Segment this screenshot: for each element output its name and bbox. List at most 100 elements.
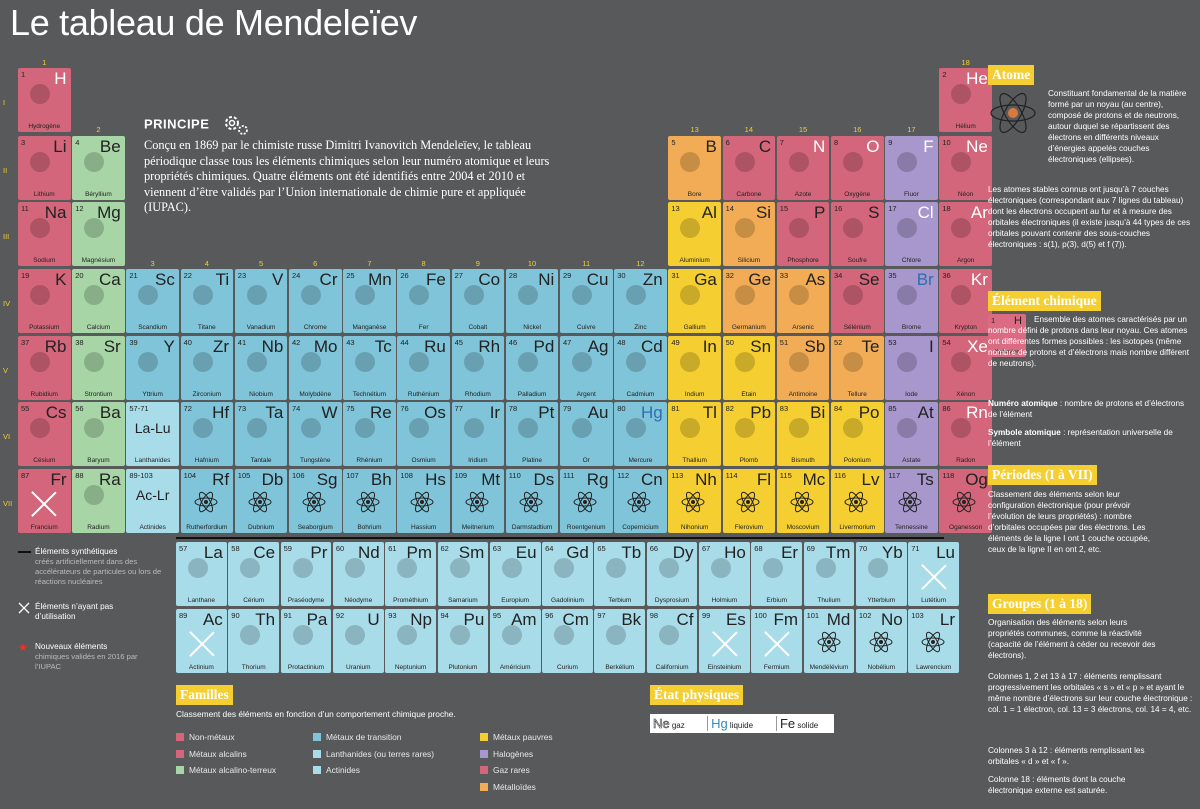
element-ba[interactable]: 56 Ba Baryum bbox=[72, 402, 125, 466]
element-er[interactable]: 68 Er Erbium bbox=[751, 542, 803, 606]
element-cn[interactable]: 112 Cn Copernicium bbox=[614, 469, 667, 533]
element-n[interactable]: 7 N Azote bbox=[776, 136, 830, 200]
element-na[interactable]: 11 Na Sodium bbox=[18, 202, 71, 266]
element-zr[interactable]: 40 Zr Zirconium bbox=[180, 336, 234, 400]
element-np[interactable]: 93 Np Neptunium bbox=[385, 609, 436, 673]
element-s[interactable]: 16 S Soufre bbox=[831, 202, 884, 266]
element-rh[interactable]: 45 Rh Rhodium bbox=[451, 336, 505, 400]
element-zn[interactable]: 30 Zn Zinc bbox=[614, 269, 667, 333]
element-ac[interactable]: 89 Ac Actinium bbox=[176, 609, 227, 673]
element-y[interactable]: 39 Y Yttrium bbox=[126, 336, 179, 400]
element-pa[interactable]: 91 Pa Protactinium bbox=[280, 609, 332, 673]
element-fm[interactable]: 100 Fm Fermium bbox=[751, 609, 803, 673]
element-re[interactable]: 75 Re Rhénium bbox=[343, 402, 396, 466]
element-ra[interactable]: 88 Ra Radium bbox=[72, 469, 125, 533]
element-in[interactable]: 49 In Indium bbox=[668, 336, 721, 400]
element-te[interactable]: 52 Te Tellure bbox=[831, 336, 884, 400]
element-mc[interactable]: 115 Mc Moscovium bbox=[776, 469, 830, 533]
element-i[interactable]: 53 I Iode bbox=[885, 336, 938, 400]
element-ge[interactable]: 32 Ge Germanium bbox=[722, 269, 776, 333]
element-sm[interactable]: 62 Sm Samarium bbox=[437, 542, 489, 606]
element-kr[interactable]: 36 Kr Krypton bbox=[939, 269, 992, 333]
element-yb[interactable]: 70 Yb Ytterbium bbox=[855, 542, 907, 606]
element-as[interactable]: 33 As Arsenic bbox=[776, 269, 830, 333]
element-p[interactable]: 15 P Phosphore bbox=[776, 202, 830, 266]
element-u[interactable]: 92 U Uranium bbox=[332, 609, 384, 673]
element-tb[interactable]: 65 Tb Terbium bbox=[594, 542, 646, 606]
element-la[interactable]: 57 La Lanthane bbox=[176, 542, 227, 606]
element-ti[interactable]: 22 Ti Titane bbox=[180, 269, 234, 333]
element-pr[interactable]: 59 Pr Praséodyme bbox=[280, 542, 332, 606]
element-pt[interactable]: 78 Pt Platine bbox=[505, 402, 559, 466]
element-sn[interactable]: 50 Sn Étain bbox=[722, 336, 776, 400]
element-am[interactable]: 95 Am Américium bbox=[489, 609, 541, 673]
element-lv[interactable]: 116 Lv Livermorium bbox=[831, 469, 884, 533]
element-bk[interactable]: 97 Bk Berkélium bbox=[594, 609, 646, 673]
element-ho[interactable]: 67 Ho Holmium bbox=[699, 542, 750, 606]
element-nh[interactable]: 113 Nh Nihonium bbox=[668, 469, 721, 533]
element-db[interactable]: 105 Db Dubnium bbox=[234, 469, 288, 533]
element-o[interactable]: 8 O Oxygène bbox=[831, 136, 884, 200]
element-os[interactable]: 76 Os Osmium bbox=[397, 402, 450, 466]
element-dy[interactable]: 66 Dy Dysprosium bbox=[646, 542, 698, 606]
element-be[interactable]: 4 Be Béryllium bbox=[72, 136, 125, 200]
element-fe[interactable]: 26 Fe Fer bbox=[397, 269, 450, 333]
element-es[interactable]: 99 Es Einsteinium bbox=[699, 609, 750, 673]
element-nb[interactable]: 41 Nb Niobium bbox=[234, 336, 288, 400]
element-lr[interactable]: 103 Lr Lawrencium bbox=[908, 609, 959, 673]
element-tl[interactable]: 81 Tl Thallium bbox=[668, 402, 721, 466]
element-cm[interactable]: 96 Cm Curium bbox=[542, 609, 593, 673]
element-bh[interactable]: 107 Bh Bohrium bbox=[343, 469, 396, 533]
element-br[interactable]: 35 Br Brome bbox=[885, 269, 938, 333]
element-ir[interactable]: 77 Ir Iridium bbox=[451, 402, 505, 466]
element-mo[interactable]: 42 Mo Molybdène bbox=[289, 336, 342, 400]
element-hs[interactable]: 108 Hs Hassium bbox=[397, 469, 450, 533]
element-rf[interactable]: 104 Rf Rutherfordium bbox=[180, 469, 234, 533]
element-at[interactable]: 85 At Astate bbox=[885, 402, 938, 466]
element-w[interactable]: 74 W Tungstène bbox=[289, 402, 342, 466]
element-al[interactable]: 13 Al Aluminium bbox=[668, 202, 721, 266]
element-sc[interactable]: 21 Sc Scandium bbox=[126, 269, 179, 333]
element-cs[interactable]: 55 Cs Césium bbox=[18, 402, 71, 466]
element-mn[interactable]: 25 Mn Manganèse bbox=[343, 269, 396, 333]
element-cu[interactable]: 29 Cu Cuivre bbox=[560, 269, 613, 333]
element-rn[interactable]: 86 Rn Radon bbox=[939, 402, 992, 466]
element-eu[interactable]: 63 Eu Europium bbox=[489, 542, 541, 606]
placeholder-lanthanides[interactable]: 57-71 La-Lu Lanthanides bbox=[126, 402, 179, 466]
element-ga[interactable]: 31 Ga Gallium bbox=[668, 269, 721, 333]
element-tm[interactable]: 69 Tm Thulium bbox=[803, 542, 855, 606]
element-md[interactable]: 101 Md Mendélévium bbox=[803, 609, 855, 673]
element-au[interactable]: 79 Au Or bbox=[560, 402, 613, 466]
element-ar[interactable]: 18 Ar Argon bbox=[939, 202, 992, 266]
element-ag[interactable]: 47 Ag Argent bbox=[560, 336, 613, 400]
element-ce[interactable]: 58 Ce Cérium bbox=[228, 542, 280, 606]
element-k[interactable]: 19 K Potassium bbox=[18, 269, 71, 333]
element-hg[interactable]: 80 Hg Mercure bbox=[614, 402, 667, 466]
element-og[interactable]: 118 Og Oganesson bbox=[939, 469, 992, 533]
element-h[interactable]: 1 H Hydrogène bbox=[18, 68, 71, 132]
element-hf[interactable]: 72 Hf Hafnium bbox=[180, 402, 234, 466]
element-nd[interactable]: 60 Nd Néodyme bbox=[332, 542, 384, 606]
element-ca[interactable]: 20 Ca Calcium bbox=[72, 269, 125, 333]
element-cd[interactable]: 48 Cd Cadmium bbox=[614, 336, 667, 400]
element-si[interactable]: 14 Si Silicium bbox=[722, 202, 776, 266]
element-b[interactable]: 5 B Bore bbox=[668, 136, 721, 200]
element-po[interactable]: 84 Po Polonium bbox=[831, 402, 884, 466]
element-no[interactable]: 102 No Nobélium bbox=[855, 609, 907, 673]
element-sg[interactable]: 106 Sg Seaborgium bbox=[289, 469, 342, 533]
element-co[interactable]: 27 Co Cobalt bbox=[451, 269, 505, 333]
element-lu[interactable]: 71 Lu Lutétium bbox=[908, 542, 959, 606]
element-pb[interactable]: 82 Pb Plomb bbox=[722, 402, 776, 466]
element-ni[interactable]: 28 Ni Nickel bbox=[505, 269, 559, 333]
element-ne[interactable]: 10 Ne Néon bbox=[939, 136, 992, 200]
element-fl[interactable]: 114 Fl Flerovium bbox=[722, 469, 776, 533]
element-cl[interactable]: 17 Cl Chlore bbox=[885, 202, 938, 266]
element-pd[interactable]: 46 Pd Palladium bbox=[505, 336, 559, 400]
element-cf[interactable]: 98 Cf Californium bbox=[646, 609, 698, 673]
element-ta[interactable]: 73 Ta Tantale bbox=[234, 402, 288, 466]
element-xe[interactable]: 54 Xe Xénon bbox=[939, 336, 992, 400]
element-rg[interactable]: 111 Rg Roentgenium bbox=[560, 469, 613, 533]
element-sr[interactable]: 38 Sr Strontium bbox=[72, 336, 125, 400]
element-pm[interactable]: 61 Pm Prométhium bbox=[385, 542, 436, 606]
placeholder-actinides[interactable]: 89-103 Ac-Lr Actinides bbox=[126, 469, 179, 533]
